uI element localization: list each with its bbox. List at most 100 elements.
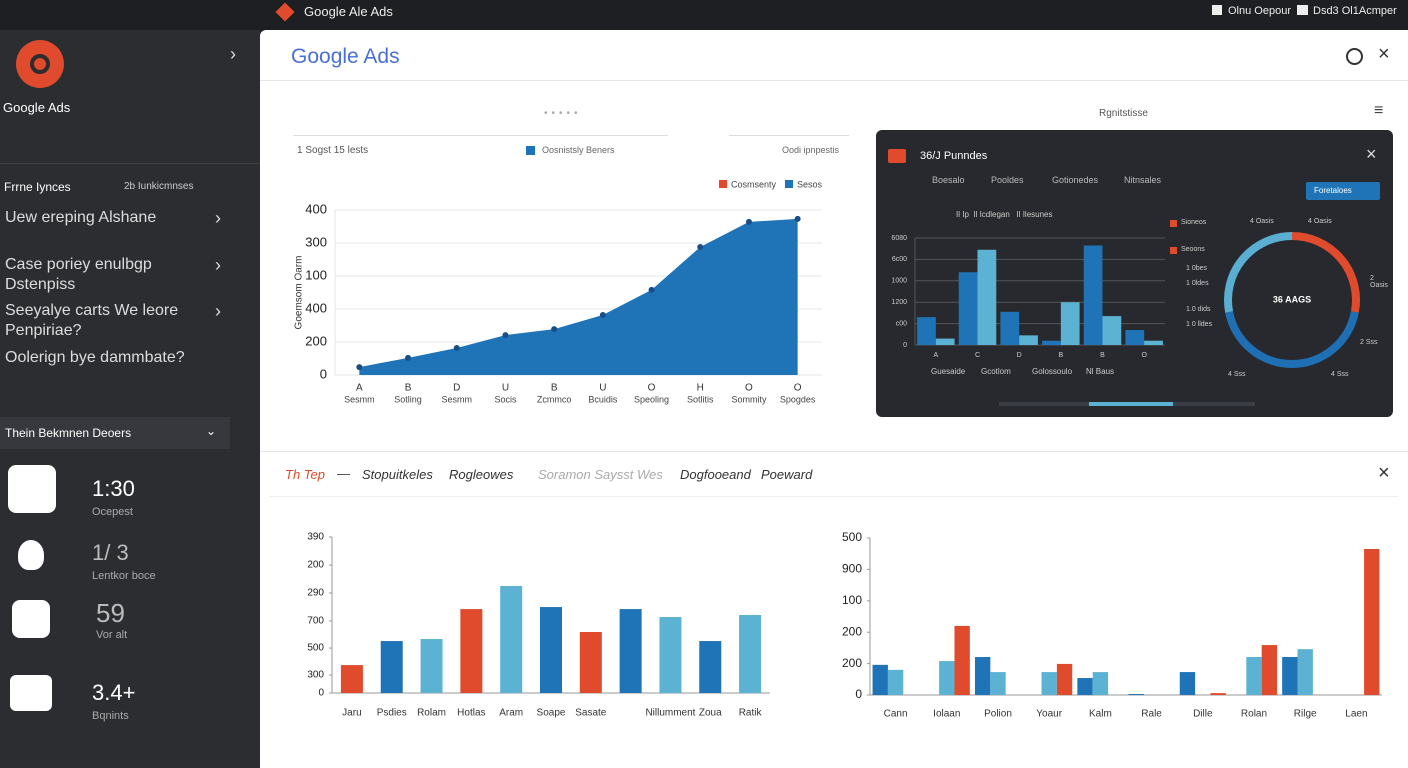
y-tick-label: 1200 (891, 299, 907, 306)
x-sub-label: Sotling (394, 394, 422, 404)
card-tab[interactable]: Pooldes (991, 175, 1024, 185)
point (453, 344, 460, 351)
x-tick-label: Rale (1141, 709, 1162, 720)
chevron[interactable]: › (215, 208, 221, 228)
y-tick-label: 200 (842, 656, 862, 670)
x-sub-label: Socis (494, 394, 517, 404)
button-label: Foretaloes (1314, 186, 1352, 195)
ring-label: 4 Sss (1228, 371, 1246, 378)
stat-icon (8, 465, 56, 513)
tab[interactable]: Stopuitkeles (362, 467, 433, 482)
x-tick-label: Kalm (1089, 709, 1112, 720)
x-tick-label: Polion (984, 709, 1012, 720)
ring-label: 4 Oasis (1250, 218, 1274, 225)
card-footer-label: Golossoulo (1032, 367, 1073, 376)
y-tick-label: 290 (307, 588, 324, 599)
scale-label: 1 0ldes (1186, 280, 1209, 287)
home-icon (1212, 5, 1222, 15)
bar (1210, 693, 1226, 695)
x-tick-label: Aram (499, 708, 523, 719)
bar (1364, 548, 1380, 695)
pager-dots[interactable]: ••••• (544, 108, 582, 119)
section-action[interactable]: 2b Iunkicmnses (124, 181, 194, 192)
close-button[interactable]: × (1378, 43, 1390, 65)
tab[interactable]: Dogfooeand (680, 467, 751, 482)
top-link[interactable]: Olnu Oepour (1228, 5, 1291, 17)
tab[interactable]: Soramon Saysst Wes (538, 467, 663, 482)
tab[interactable]: Th Tep (285, 467, 325, 482)
x-tick-label: D (1017, 352, 1022, 359)
bar (887, 669, 904, 695)
tab[interactable]: Poeward (761, 467, 813, 482)
point (551, 326, 558, 333)
x-tick-label: B (1100, 352, 1105, 359)
donut-segment (1224, 232, 1293, 313)
x-tick-label: Dille (1193, 709, 1213, 720)
scrollbar-track[interactable] (999, 402, 1255, 406)
y-tick-label: 500 (307, 643, 324, 654)
card-tab[interactable]: Boesalo (932, 175, 965, 185)
top-link[interactable]: Dsd3 Ol1Acmper (1313, 5, 1397, 17)
menu-icon[interactable]: ≡ (1374, 102, 1384, 119)
toolbar-label[interactable]: Oosnistsly Beners (542, 145, 615, 155)
donut-segment (1291, 232, 1360, 313)
chevron[interactable]: › (215, 255, 221, 275)
menu-item[interactable]: Uew ereping Alshane (5, 209, 157, 226)
collapse-arrow[interactable]: › (230, 44, 236, 64)
card-tab[interactable]: Nitnsales (1124, 175, 1162, 185)
stat-value: 1/ 3 (92, 540, 129, 565)
x-tick-label: Hotlas (457, 708, 485, 719)
x-sub-label: Sotlitis (687, 394, 714, 404)
menu-item[interactable]: Oolerign bye dammbate? (5, 349, 185, 366)
bar (540, 607, 562, 693)
y-tick-label: 200 (307, 560, 324, 571)
y-tick-label: 0 (320, 366, 327, 381)
dropdown-caret: ⌄ (206, 424, 217, 438)
scrollbar-thumb[interactable] (1089, 402, 1173, 406)
menu-item[interactable]: Case poriey enulbgp Dstenpiss (5, 256, 152, 293)
divider (293, 135, 668, 136)
close-button[interactable]: × (1366, 144, 1377, 164)
scale-label: 1 0bes (1186, 265, 1208, 272)
chevron[interactable]: › (215, 301, 221, 321)
bar (939, 661, 955, 695)
x-tick-label: O (745, 383, 753, 394)
bar (1261, 645, 1278, 695)
area (359, 218, 798, 375)
bar (1102, 316, 1122, 345)
bar (1092, 672, 1109, 695)
stat-value: 1:30 (92, 476, 135, 501)
y-tick-label: 500 (842, 530, 862, 544)
legend-swatch (1170, 247, 1177, 254)
ring-label: 2 Sss (1360, 339, 1378, 346)
dark-card: 36/J Punndes × Boesalo Pooldes Gotionede… (876, 130, 1393, 417)
x-tick-label: U (599, 383, 606, 394)
x-tick-label: U (502, 383, 509, 394)
bar (1246, 657, 1262, 695)
divider (260, 451, 1408, 452)
y-tick-label: 390 (307, 532, 324, 543)
bar (699, 641, 722, 693)
bar (1077, 678, 1093, 695)
x-tick-label: Yoaur (1036, 709, 1062, 720)
x-tick-label: Sasate (575, 708, 607, 719)
bar (1042, 340, 1061, 345)
card-footer-label: Nl Baus (1086, 367, 1115, 376)
brand-logo (16, 40, 64, 88)
window-button[interactable] (1346, 48, 1363, 65)
bar (935, 338, 955, 345)
bar (1125, 330, 1145, 345)
dropdown[interactable]: Thein Bekmnen Deoers ⌄ (0, 417, 230, 449)
y-tick-label: 400 (305, 201, 327, 216)
folder-icon (1297, 5, 1308, 15)
menu-item[interactable]: Seeyalye carts We leore Penpiriae? (5, 302, 179, 339)
card-tab[interactable]: Gotionedes (1052, 175, 1099, 185)
bar (460, 609, 483, 693)
sidebar: Google Ads › Frrne Iynces 2b Iunkicmnses… (0, 30, 260, 768)
bar (340, 665, 363, 693)
close-button[interactable]: × (1378, 462, 1390, 484)
toolbar-label[interactable]: Oodi ipnpestis (782, 145, 840, 155)
stat-label: Ocepest (92, 506, 133, 518)
tab[interactable]: Rogleowes (449, 467, 514, 482)
card-button[interactable]: Foretaloes (1306, 182, 1380, 200)
